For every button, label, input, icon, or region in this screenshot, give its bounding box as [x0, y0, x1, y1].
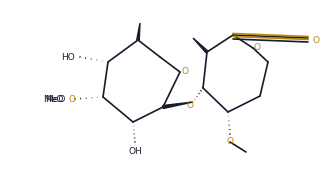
- Text: O: O: [226, 137, 233, 147]
- Text: HO: HO: [61, 52, 75, 62]
- Text: O: O: [182, 67, 188, 76]
- Polygon shape: [137, 23, 140, 40]
- Text: OH: OH: [128, 147, 142, 156]
- Text: O: O: [186, 100, 194, 110]
- Text: MeO: MeO: [43, 94, 63, 103]
- Polygon shape: [193, 38, 208, 53]
- Text: O: O: [253, 42, 260, 52]
- Text: MeO: MeO: [45, 94, 65, 103]
- Polygon shape: [163, 102, 193, 108]
- Text: O: O: [69, 94, 75, 103]
- Text: O: O: [312, 36, 319, 44]
